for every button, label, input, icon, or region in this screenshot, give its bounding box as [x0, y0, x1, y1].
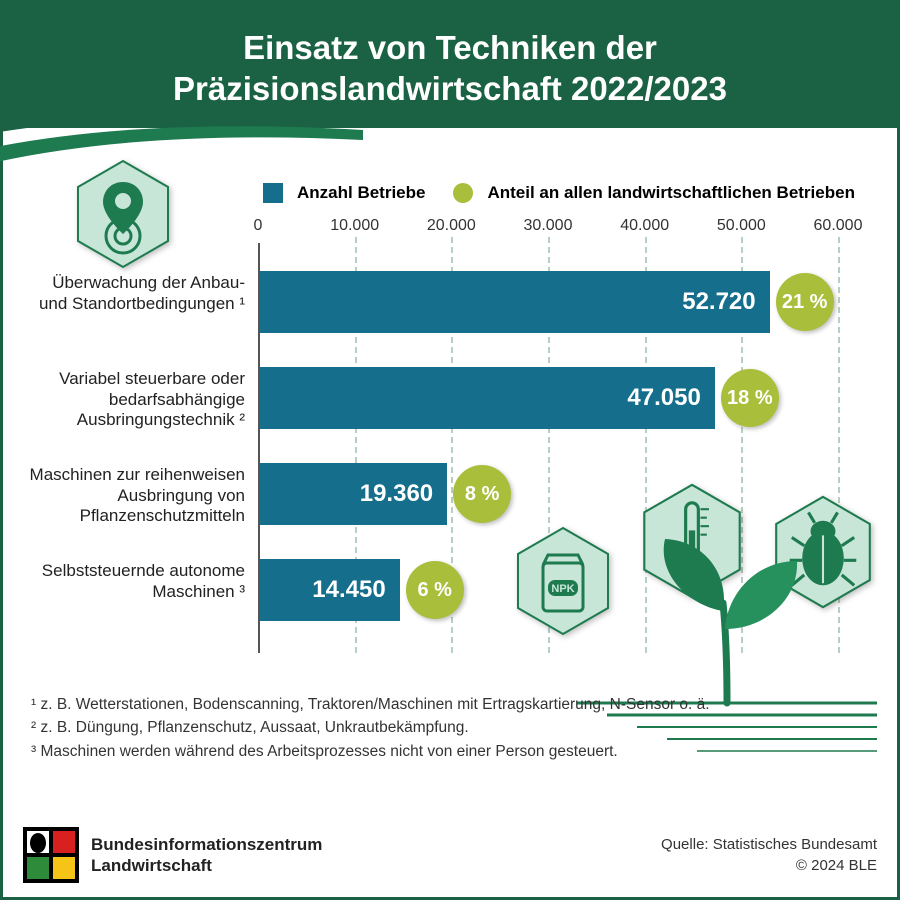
legend-dot-swatch	[453, 183, 473, 203]
x-tick-label: 60.000	[814, 217, 863, 235]
publisher-logo: Bundesinformationszentrum Landwirtschaft	[23, 827, 322, 883]
publisher-name: Bundesinformationszentrum Landwirtschaft	[91, 834, 322, 877]
x-tick-label: 40.000	[620, 217, 669, 235]
bar: 19.360	[260, 463, 447, 525]
percent-badge: 6 %	[406, 561, 464, 619]
bar: 47.050	[260, 367, 715, 429]
row-label: Überwachung der Anbau- und Standortbedin…	[20, 273, 245, 314]
footnote-3: ³ Maschinen werden während des Arbeitspr…	[31, 740, 710, 763]
legend-bar-label: Anzahl Betriebe	[297, 183, 425, 203]
footnote-1: ¹ z. B. Wetterstationen, Bodenscanning, …	[31, 693, 710, 716]
x-tick-label: 0	[254, 217, 263, 235]
ble-logo-icon	[23, 827, 79, 883]
x-tick-label: 10.000	[330, 217, 379, 235]
legend-bar-swatch	[263, 183, 283, 203]
footnote-2: ² z. B. Düngung, Pflanzenschutz, Aussaat…	[31, 716, 710, 739]
row-label: Variabel steuerbare oder bedarfsabhängig…	[20, 369, 245, 431]
title: Einsatz von Techniken der Präzisionsland…	[23, 27, 877, 110]
location-hex-icon	[73, 158, 173, 270]
npk-hex-icon: NPK	[513, 525, 613, 637]
plant-icon	[617, 533, 817, 713]
legend: Anzahl Betriebe Anteil an allen landwirt…	[263, 183, 855, 203]
row-label: Maschinen zur reihenweisen Ausbringung v…	[20, 465, 245, 527]
x-tick-label: 30.000	[524, 217, 573, 235]
percent-badge: 8 %	[453, 465, 511, 523]
row-label: Selbststeuernde autonome Maschinen ³	[20, 561, 245, 602]
bar: 14.450	[260, 559, 400, 621]
percent-badge: 18 %	[721, 369, 779, 427]
footer: Bundesinformationszentrum Landwirtschaft…	[23, 827, 877, 883]
x-tick-label: 50.000	[717, 217, 766, 235]
svg-text:NPK: NPK	[551, 583, 574, 595]
x-tick-label: 20.000	[427, 217, 476, 235]
source-attribution: Quelle: Statistisches Bundesamt © 2024 B…	[661, 834, 877, 876]
percent-badge: 21 %	[776, 273, 834, 331]
legend-dot-label: Anteil an allen landwirtschaftlichen Bet…	[487, 183, 854, 203]
footnotes: ¹ z. B. Wetterstationen, Bodenscanning, …	[31, 693, 710, 763]
bar: 52.720	[260, 271, 770, 333]
